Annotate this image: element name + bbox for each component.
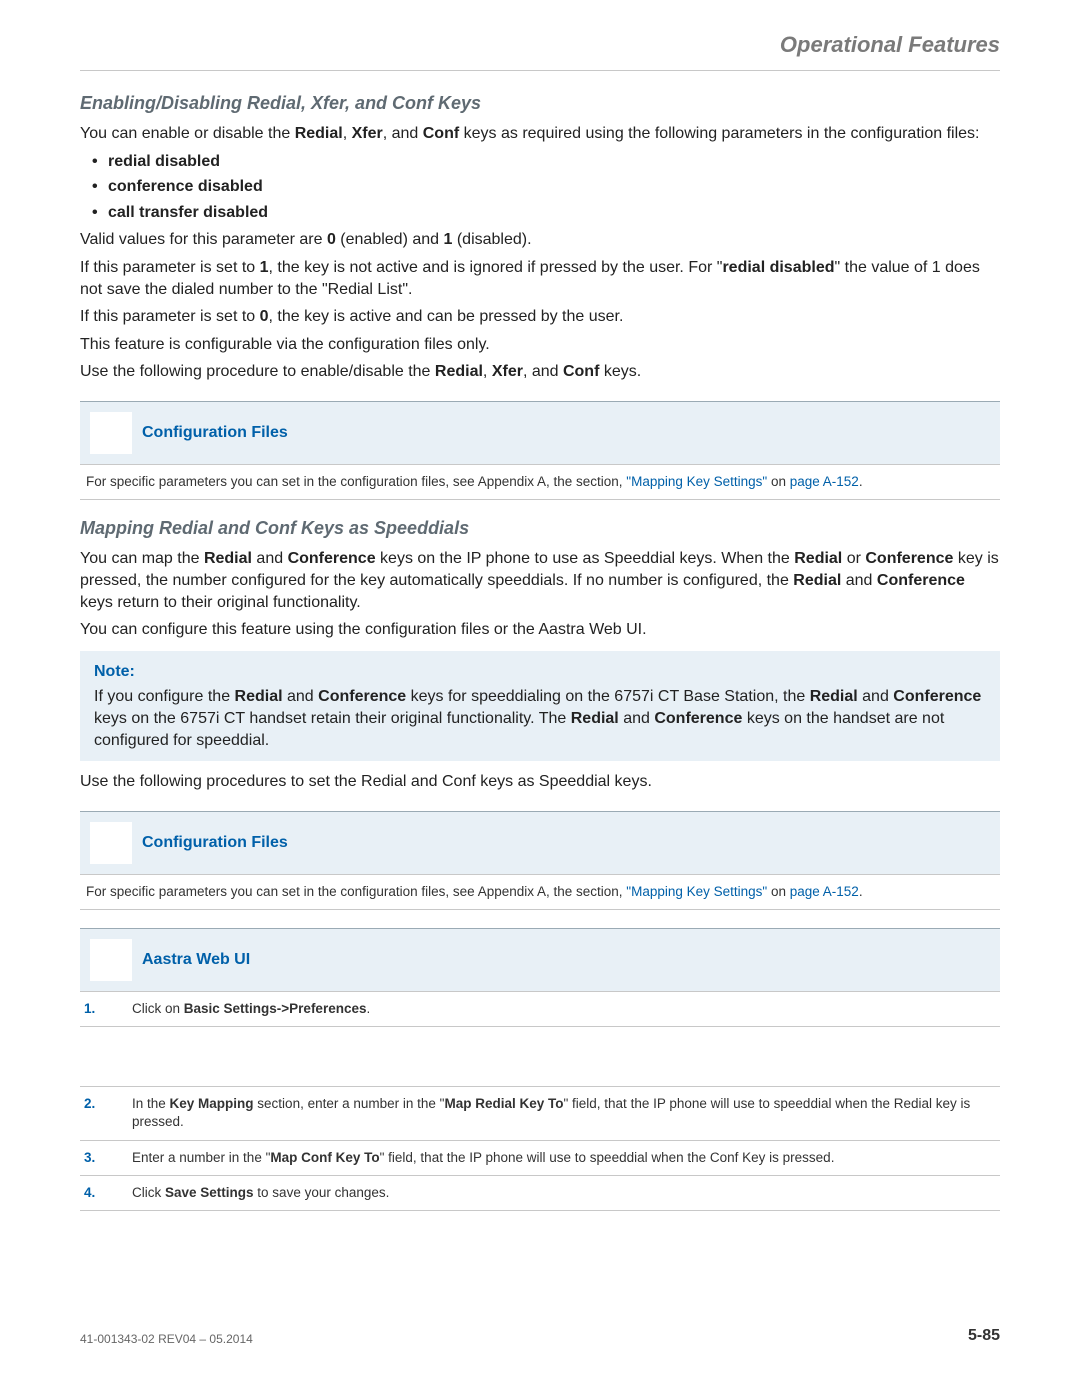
use-procedure: Use the following procedure to enable/di… — [80, 361, 1000, 383]
steps-table: 1. Click on Basic Settings->Preferences.… — [80, 991, 1000, 1211]
section2-p2: You can configure this feature using the… — [80, 619, 1000, 641]
monitor-icon — [90, 939, 132, 981]
feature-line: This feature is configurable via the con… — [80, 334, 1000, 356]
step-row: 4. Click Save Settings to save your chan… — [80, 1176, 1000, 1211]
webui-header: Aastra Web UI — [80, 928, 1000, 991]
param-item: conference disabled — [92, 176, 1000, 198]
param-set-0: If this parameter is set to 0, the key i… — [80, 306, 1000, 328]
note-title: Note: — [94, 661, 986, 683]
param-set-1: If this parameter is set to 1, the key i… — [80, 257, 1000, 300]
section2-p1: You can map the Redial and Conference ke… — [80, 548, 1000, 613]
running-header: Operational Features — [80, 30, 1000, 70]
header-rule — [80, 70, 1000, 71]
step-number: 4. — [84, 1184, 132, 1202]
config-files-header-2: Configuration Files — [80, 811, 1000, 874]
page-link[interactable]: page A-152 — [790, 474, 859, 489]
step-text: Click Save Settings to save your changes… — [132, 1184, 996, 1202]
page-link-2[interactable]: page A-152 — [790, 884, 859, 899]
step-gap — [80, 1027, 1000, 1087]
page-number: 5-85 — [968, 1325, 1000, 1347]
document-icon — [90, 822, 132, 864]
config-files-body: For specific parameters you can set in t… — [80, 464, 1000, 500]
step-number: 3. — [84, 1149, 132, 1167]
section2-p3: Use the following procedures to set the … — [80, 771, 1000, 793]
step-number: 2. — [84, 1095, 132, 1113]
config-files-body-2: For specific parameters you can set in t… — [80, 874, 1000, 910]
config-files-title: Configuration Files — [142, 422, 288, 444]
step-number: 1. — [84, 1000, 132, 1018]
mapping-key-link[interactable]: "Mapping Key Settings" — [626, 474, 767, 489]
doc-id: 41-001343-02 REV04 – 05.2014 — [80, 1331, 253, 1347]
step-text: Enter a number in the "Map Conf Key To" … — [132, 1149, 996, 1167]
mapping-key-link-2[interactable]: "Mapping Key Settings" — [626, 884, 767, 899]
section2-title: Mapping Redial and Conf Keys as Speeddia… — [80, 516, 1000, 540]
document-icon — [90, 412, 132, 454]
param-list: redial disabled conference disabled call… — [80, 151, 1000, 224]
step-row: 1. Click on Basic Settings->Preferences. — [80, 992, 1000, 1027]
param-item: call transfer disabled — [92, 202, 1000, 224]
step-text: Click on Basic Settings->Preferences. — [132, 1000, 996, 1018]
note-box: Note: If you configure the Redial and Co… — [80, 651, 1000, 761]
step-row: 2. In the Key Mapping section, enter a n… — [80, 1087, 1000, 1140]
step-text: In the Key Mapping section, enter a numb… — [132, 1095, 996, 1131]
valid-values: Valid values for this parameter are 0 (e… — [80, 229, 1000, 251]
config-files-header: Configuration Files — [80, 401, 1000, 464]
webui-title: Aastra Web UI — [142, 949, 250, 971]
page-footer: 41-001343-02 REV04 – 05.2014 5-85 — [80, 1325, 1000, 1347]
config-files-title-2: Configuration Files — [142, 832, 288, 854]
step-row: 3. Enter a number in the "Map Conf Key T… — [80, 1141, 1000, 1176]
param-item: redial disabled — [92, 151, 1000, 173]
section1-intro: You can enable or disable the Redial, Xf… — [80, 123, 1000, 145]
section1-title: Enabling/Disabling Redial, Xfer, and Con… — [80, 91, 1000, 115]
